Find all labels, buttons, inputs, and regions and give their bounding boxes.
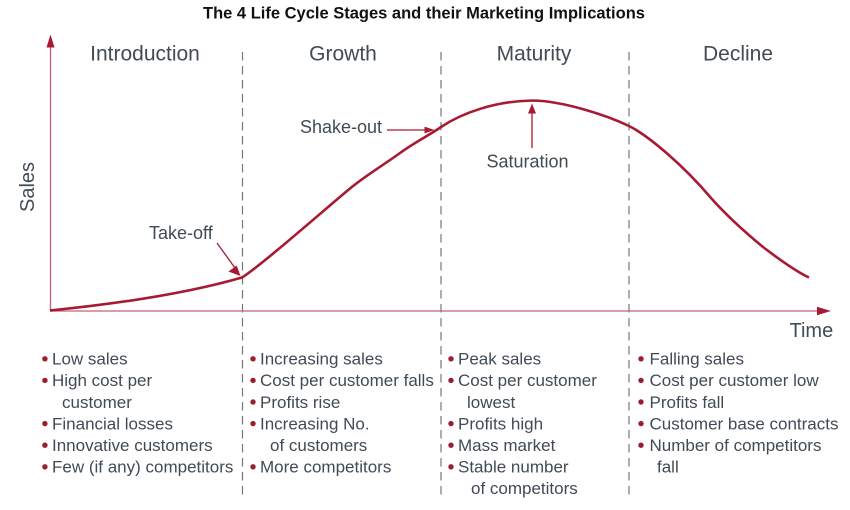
svg-text:Peak sales: Peak sales [458, 350, 541, 369]
svg-text:Introduction: Introduction [90, 43, 200, 66]
svg-text:Decline: Decline [703, 43, 773, 66]
svg-text:Increasing No.: Increasing No. [260, 414, 370, 433]
svg-text:High cost per: High cost per [52, 371, 152, 390]
svg-text:of customers: of customers [270, 436, 367, 455]
svg-text:lowest: lowest [467, 393, 515, 412]
svg-text:Profits high: Profits high [458, 414, 543, 433]
svg-text:of competitors: of competitors [471, 479, 578, 498]
svg-text:Cost per customer low: Cost per customer low [650, 371, 820, 390]
svg-text:Few (if any) competitors: Few (if any) competitors [52, 458, 233, 477]
svg-text:Customer base contracts: Customer base contracts [650, 414, 839, 433]
svg-text:Cost per customer: Cost per customer [458, 371, 597, 390]
svg-text:Maturity: Maturity [497, 43, 572, 66]
svg-text:Shake-out: Shake-out [300, 117, 382, 137]
svg-text:Mass market: Mass market [458, 436, 556, 455]
svg-text:Falling sales: Falling sales [650, 350, 745, 369]
svg-text:Stable number: Stable number [458, 458, 569, 477]
svg-text:Profits fall: Profits fall [650, 393, 725, 412]
svg-text:customer: customer [62, 393, 132, 412]
svg-text:Innovative customers: Innovative customers [52, 436, 213, 455]
svg-text:More competitors: More competitors [260, 458, 391, 477]
svg-text:Low sales: Low sales [52, 350, 128, 369]
svg-text:Saturation: Saturation [486, 152, 568, 172]
svg-text:fall: fall [657, 458, 679, 477]
svg-text:Take-off: Take-off [149, 223, 214, 243]
svg-text:Number of competitors: Number of competitors [650, 436, 822, 455]
svg-text:Growth: Growth [309, 43, 377, 66]
svg-text:Sales: Sales [17, 162, 39, 212]
svg-text:Financial losses: Financial losses [52, 414, 173, 433]
svg-text:The 4 Life Cycle Stages and th: The 4 Life Cycle Stages and their Market… [203, 5, 645, 23]
svg-text:Increasing sales: Increasing sales [260, 350, 383, 369]
svg-text:Cost per customer falls: Cost per customer falls [260, 371, 434, 390]
svg-text:Profits rise: Profits rise [260, 393, 340, 412]
svg-text:Time: Time [790, 320, 834, 342]
